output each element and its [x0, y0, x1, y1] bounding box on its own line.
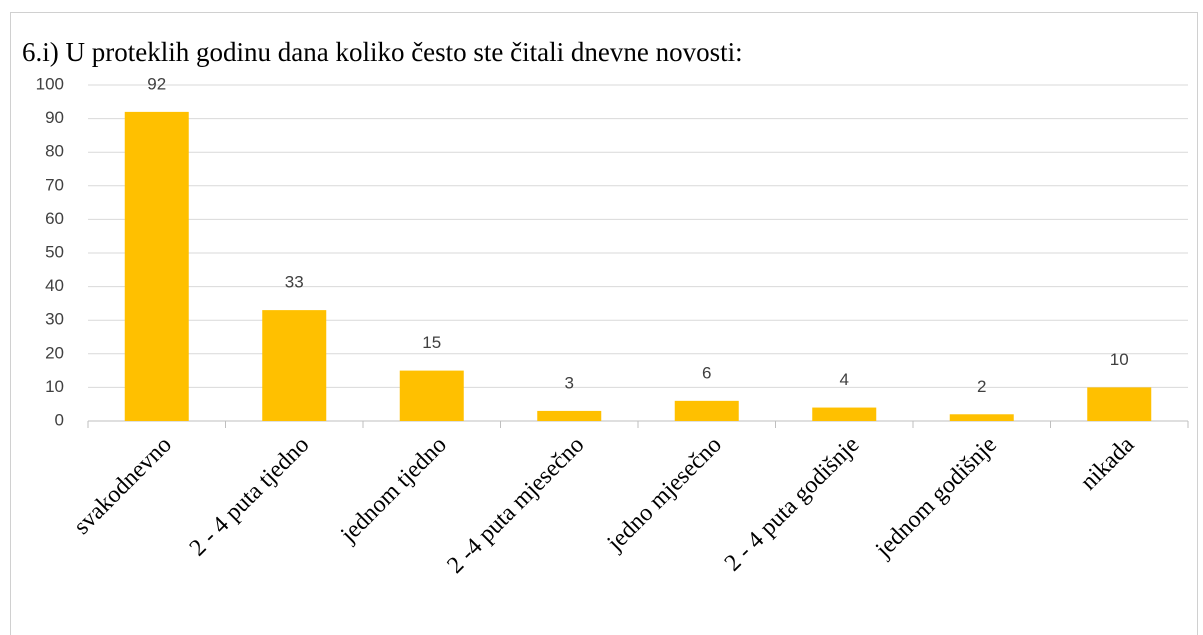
value-label: 10	[1110, 350, 1129, 369]
value-label: 4	[840, 370, 849, 389]
bar	[262, 310, 327, 421]
value-label: 2	[977, 377, 986, 396]
bar	[537, 410, 602, 421]
y-tick-label: 0	[55, 410, 64, 429]
bar	[1087, 387, 1152, 421]
bar	[949, 414, 1014, 421]
value-label: 3	[565, 373, 574, 392]
value-label: 15	[422, 333, 441, 352]
bar	[674, 400, 739, 421]
bar	[399, 370, 464, 421]
bar	[812, 407, 877, 421]
y-tick-label: 40	[45, 276, 64, 295]
y-tick-label: 70	[45, 175, 64, 194]
y-tick-label: 100	[36, 74, 64, 93]
y-tick-label: 10	[45, 377, 64, 396]
y-tick-label: 80	[45, 142, 64, 161]
chart-border	[10, 12, 1198, 635]
y-tick-label: 60	[45, 209, 64, 228]
y-tick-label: 30	[45, 310, 64, 329]
bar	[124, 111, 189, 421]
y-tick-label: 20	[45, 343, 64, 362]
value-label: 92	[147, 74, 166, 93]
y-tick-label: 90	[45, 108, 64, 127]
chart-title: 6.i) U proteklih godinu dana koliko čest…	[22, 37, 743, 67]
value-label: 6	[702, 363, 711, 382]
value-label: 33	[285, 273, 304, 292]
y-tick-label: 50	[45, 242, 64, 261]
